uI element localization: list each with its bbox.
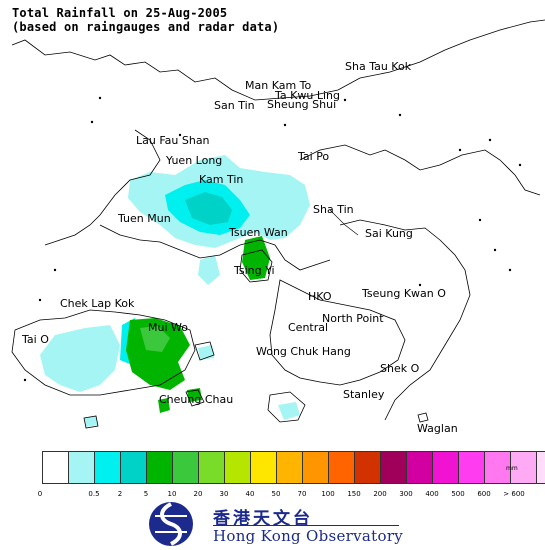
legend-swatch — [172, 451, 199, 484]
place-label-tai-po: Tai Po — [298, 150, 330, 163]
place-label-tai-o: Tai O — [22, 333, 49, 346]
legend-tick-label: 0.5 — [88, 490, 100, 498]
legend-swatch — [328, 451, 355, 484]
place-label-sha-tin: Sha Tin — [313, 203, 354, 216]
hko-logo-chinese: 香港天文台 — [213, 509, 313, 529]
island-tsing-yi — [239, 249, 273, 283]
place-label-lau-fau-shan: Lau Fau Shan — [136, 134, 210, 147]
coastline-tolo — [299, 144, 541, 196]
coastline-victoria-harbour — [269, 279, 406, 386]
place-label-chek-lap-kok: Chek Lap Kok — [60, 297, 135, 310]
hko-logo-english: Hong Kong Observatory — [213, 527, 404, 545]
legend-tick-label: 600 — [477, 490, 491, 498]
legend-swatch — [42, 451, 69, 484]
legend-swatch — [354, 451, 381, 484]
legend-swatch — [146, 451, 173, 484]
legend-tick-label: 150 — [347, 490, 361, 498]
place-label-mui-wo: Mui Wo — [148, 321, 188, 334]
place-label-stanley: Stanley — [343, 388, 385, 401]
legend-swatch — [484, 451, 511, 484]
legend-tick-label: 10 — [167, 490, 177, 498]
place-label-hko: HKO — [308, 290, 332, 303]
island-small — [194, 341, 215, 361]
legend-swatch — [68, 451, 95, 484]
station-markers — [23, 96, 522, 382]
coastline-northwest — [11, 19, 545, 101]
map-title: Total Rainfall on 25-Aug-2005 — [12, 6, 228, 20]
rainfall-shading — [40, 155, 310, 427]
legend-swatch — [276, 451, 303, 484]
legend-tick-label: 50 — [271, 490, 281, 498]
place-label-wong-chuk-hang: Wong Chuk Hang — [256, 345, 351, 358]
place-label-shek-o: Shek O — [380, 362, 420, 375]
place-label-central: Central — [288, 321, 329, 334]
hko-logo-icon — [149, 502, 193, 546]
legend-tick-label: 0 — [37, 490, 43, 498]
legend-color-scale — [42, 451, 545, 484]
place-label-man-kam-to: Man Kam To — [245, 79, 312, 92]
place-label-tsuen-wan: Tsuen Wan — [229, 226, 288, 239]
place-label-tseung-kwan-o: Tseung Kwan O — [362, 287, 446, 300]
legend-tick-label: > 600 — [503, 490, 525, 498]
place-label-ta-kwu-ling: Ta Kwu Ling — [275, 89, 340, 102]
hko-logo-divider — [213, 525, 399, 526]
place-label-tuen-mun: Tuen Mun — [118, 212, 171, 225]
legend-tick-label: 300 — [399, 490, 413, 498]
rain-area-10mm — [126, 318, 190, 390]
legend-tick-label: 2 — [117, 490, 123, 498]
legend-tick-label: 200 — [373, 490, 387, 498]
legend-tick-label: 30 — [219, 490, 229, 498]
legend-swatch — [224, 451, 251, 484]
coastline-lantau — [11, 309, 196, 396]
legend-swatch — [120, 451, 147, 484]
legend-tick-label: 400 — [425, 490, 439, 498]
legend-swatch — [458, 451, 485, 484]
rain-area-0-5mm — [84, 416, 98, 427]
district-boundary — [329, 209, 359, 236]
coastline-deep-bay — [44, 129, 161, 246]
place-label-kam-tin: Kam Tin — [199, 173, 244, 186]
coastline-tuen-mun — [99, 224, 331, 271]
legend-swatch — [380, 451, 407, 484]
legend-swatch — [302, 451, 329, 484]
rain-area-20mm — [140, 326, 170, 352]
place-label-sheung-shui: Sheung Shui — [267, 98, 337, 111]
legend-swatch — [198, 451, 225, 484]
legend-swatch — [94, 451, 121, 484]
legend-swatch — [432, 451, 459, 484]
rainfall-map — [11, 19, 545, 429]
legend-tick-label: 20 — [193, 490, 203, 498]
rain-area-0-5mm — [40, 325, 120, 392]
rain-area-0-5mm — [198, 255, 220, 285]
island-cheung-chau — [185, 389, 205, 407]
rain-area-5mm — [185, 192, 232, 225]
place-label-sai-kung: Sai Kung — [365, 227, 413, 240]
island-waglan — [417, 412, 429, 423]
rain-area-10mm — [242, 236, 270, 280]
legend-tick-label: 500 — [451, 490, 465, 498]
place-label-north-point: North Point — [322, 312, 384, 325]
rain-area-10mm — [158, 398, 170, 413]
legend-swatch — [510, 451, 537, 484]
legend-tick-label: 100 — [321, 490, 335, 498]
place-label-cheung-chau: Cheung Chau — [159, 393, 234, 406]
island-lamma — [267, 391, 306, 423]
rain-area-0-5mm — [278, 402, 300, 420]
legend-swatch — [406, 451, 433, 484]
map-subtitle: (based on raingauges and radar data) — [12, 20, 280, 34]
place-label-sha-tau-kok: Sha Tau Kok — [345, 60, 412, 73]
legend-unit-label: mm — [506, 465, 518, 472]
legend-tick-label: 5 — [143, 490, 149, 498]
legend-swatch — [536, 451, 545, 484]
legend-swatch — [250, 451, 277, 484]
island-small — [83, 415, 99, 429]
coastline-east — [339, 219, 471, 421]
place-label-san-tin: San Tin — [214, 99, 255, 112]
legend-tick-label: 70 — [297, 490, 307, 498]
place-label-yuen-long: Yuen Long — [166, 154, 223, 167]
legend-tick-label: 40 — [245, 490, 255, 498]
coastlines — [11, 19, 545, 429]
place-label-waglan: Waglan — [417, 422, 458, 435]
place-label-tsing-yi: Tsing Yi — [234, 264, 275, 277]
